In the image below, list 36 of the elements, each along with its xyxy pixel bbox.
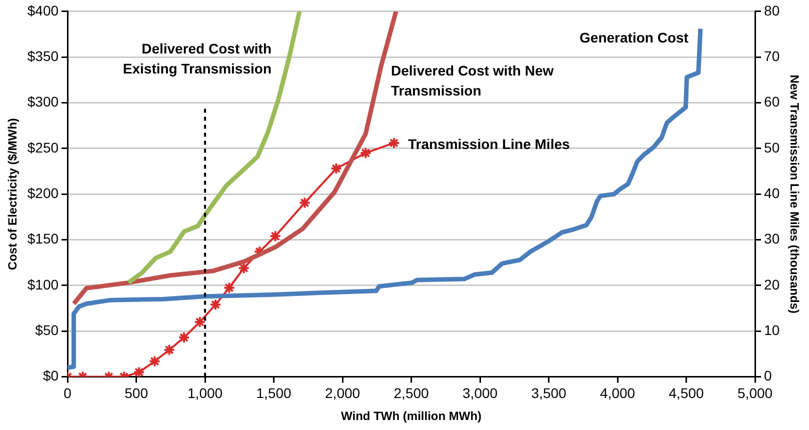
y2-tick-label: 70 — [764, 48, 780, 64]
y-tick-label: $250 — [27, 139, 59, 156]
series-label: Delivered Cost with New Transmission — [391, 62, 554, 98]
y2-tick-label: 20 — [764, 276, 780, 292]
x-tick-label: 3,500 — [531, 385, 567, 402]
x-tick-label: 4,000 — [600, 385, 636, 402]
y-tick-label: $200 — [27, 184, 59, 201]
x-axis-title: Wind TWh (million MWh) — [341, 409, 482, 424]
series-label: Generation Cost — [580, 30, 689, 46]
y2-tick-label: 10 — [764, 322, 780, 338]
x-tick-label: 4,500 — [668, 385, 704, 402]
y2-axis-title: New Transmission Line Miles (thousands) — [787, 74, 802, 314]
x-tick-label: 1,500 — [256, 385, 292, 402]
y2-tick-label: 80 — [764, 2, 780, 18]
y-tick-label: $0 — [42, 368, 59, 384]
y2-tick-label: 50 — [764, 139, 780, 156]
series-label: Delivered Cost with Existing Transmission — [122, 40, 272, 76]
y-tick-label: $50 — [35, 322, 59, 338]
x-tick-label: 2,500 — [394, 385, 430, 402]
y2-tick-label: 0 — [764, 368, 772, 384]
y-tick-label: $300 — [27, 94, 59, 110]
y2-tick-label: 30 — [764, 230, 780, 247]
x-tick-label: 3,000 — [462, 385, 498, 402]
x-tick-label: 2,000 — [325, 385, 360, 402]
x-tick-label: 0 — [64, 385, 72, 402]
y-tick-label: $350 — [27, 48, 59, 64]
series-label: Transmission Line Miles — [408, 136, 570, 152]
y-axis-title: Cost of Electricity ($/MWh) — [6, 118, 20, 270]
y-tick-label: $100 — [27, 276, 59, 292]
y2-tick-label: 40 — [764, 184, 780, 201]
y2-tick-label: 60 — [764, 94, 780, 110]
x-tick-label: 5,000 — [738, 385, 773, 402]
y-tick-label: $400 — [27, 2, 59, 18]
x-tick-label: 1,000 — [188, 385, 223, 402]
y-tick-label: $150 — [27, 230, 59, 247]
x-tick-label: 500 — [124, 385, 148, 402]
